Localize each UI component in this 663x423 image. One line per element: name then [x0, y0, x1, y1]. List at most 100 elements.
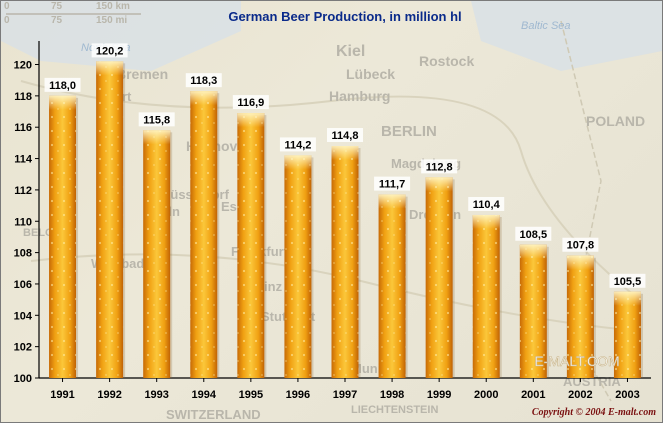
bar-bubbles: [566, 255, 594, 378]
bar-foam: [237, 113, 265, 128]
x-tick-label: 1995: [239, 389, 263, 401]
x-tick-label: 1998: [380, 389, 404, 401]
data-label: 120,2: [96, 45, 124, 57]
map-place-label: Hamburg: [329, 88, 390, 104]
scale-label: 0: [4, 15, 10, 26]
scale-label: 150 mi: [96, 15, 127, 26]
data-label: 105,5: [614, 276, 642, 288]
bar-bubbles: [190, 91, 218, 378]
data-label-bg: [515, 226, 552, 241]
data-label-bg: [327, 128, 363, 143]
bar-foam: [425, 177, 453, 192]
bar-foam: [190, 91, 218, 106]
data-label: 116,9: [237, 97, 264, 109]
map-place-label: POLAND: [586, 113, 645, 129]
bar-foam: [96, 61, 124, 76]
bar-bubbles: [519, 244, 547, 378]
x-tick-label: 2001: [521, 389, 545, 401]
x-tick-label: 1992: [97, 389, 121, 401]
x-tick-label: 1997: [333, 389, 357, 401]
x-tick-label: 1994: [192, 389, 217, 401]
copyright-text: Copyright © 2004 E-malt.com: [532, 407, 656, 418]
map-place-label: Kiel: [336, 43, 365, 60]
map-place-label: LIECHTENSTEIN: [351, 404, 438, 416]
y-tick-label: 114: [14, 154, 33, 166]
x-tick-label: 1996: [286, 389, 310, 401]
data-label-bg: [138, 112, 175, 127]
map-place-label: BERLIN: [381, 123, 437, 140]
data-label: 114,8: [332, 130, 359, 142]
x-tick-label: 1991: [50, 389, 74, 401]
map-scale: 0 75 150 km 0 75 150 mi: [4, 1, 141, 26]
x-tick-label: 1999: [427, 389, 451, 401]
data-label: 114,2: [284, 139, 311, 151]
map-place-label: Lübeck: [346, 66, 395, 82]
x-tick-label: 2000: [474, 389, 498, 401]
bar-foam: [519, 244, 547, 259]
map-place-label: Baltic Sea: [521, 20, 571, 32]
data-label-bg: [91, 43, 128, 58]
data-label: 110,4: [473, 199, 501, 211]
y-tick-label: 106: [14, 279, 32, 291]
bar-foam: [613, 291, 641, 306]
map-place-label: SWITZERLAND: [166, 407, 261, 422]
data-label: 111,7: [379, 179, 405, 191]
x-tick-label: 2003: [615, 389, 639, 401]
y-tick-label: 118: [14, 91, 32, 103]
bar-bubbles: [613, 291, 641, 378]
bar-bubbles: [49, 95, 77, 378]
data-label-bg: [562, 237, 599, 252]
x-tick-label: 1993: [144, 389, 168, 401]
y-tick-label: 104: [14, 310, 33, 322]
data-label: 118,3: [190, 75, 217, 87]
bar-bubbles: [96, 61, 124, 379]
data-label-bg: [374, 176, 411, 191]
data-label: 107,8: [567, 240, 595, 252]
x-axis-ticks: 1991 1992 1993 1994 1995 1996 1997 1998 1999 2000…: [50, 378, 640, 401]
data-label-bg: [232, 95, 269, 110]
bar-foam: [566, 255, 594, 270]
bars: [49, 61, 643, 379]
y-tick-label: 100: [14, 373, 32, 385]
bar-foam: [284, 155, 312, 170]
bar-bubbles: [425, 177, 453, 378]
data-label: 112,8: [426, 161, 453, 173]
y-tick-label: 112: [14, 185, 32, 197]
brand-watermark: E-MALT.COM: [534, 353, 619, 369]
data-label-bg: [44, 77, 81, 92]
x-tick-label: 2002: [568, 389, 592, 401]
scale-label: 75: [51, 15, 63, 26]
y-tick-label: 108: [14, 248, 32, 260]
y-tick-label: 116: [14, 122, 32, 134]
bar-bubbles: [331, 146, 359, 378]
bar-bubbles: [237, 113, 265, 378]
y-tick-label: 110: [14, 216, 32, 228]
map-background: [1, 1, 662, 402]
scale-label: 150 km: [96, 1, 130, 12]
data-label: 108,5: [520, 229, 548, 241]
bar-foam: [378, 194, 406, 209]
bar-bubbles: [284, 155, 312, 378]
scale-label: 0: [4, 1, 10, 12]
data-label-bg: [279, 137, 316, 152]
data-label: 118,0: [49, 80, 76, 92]
data-labels: 118,0 120,2 115,8 118,3 116,9 114,2 114,8 111,7…: [44, 43, 646, 288]
chart-title: German Beer Production, in million hl: [228, 9, 461, 24]
y-tick-label: 120: [14, 60, 32, 72]
bar-bubbles: [472, 214, 500, 378]
bar-bubbles: [143, 130, 171, 378]
y-tick-label: 102: [14, 342, 32, 354]
bar-foam: [331, 146, 359, 161]
map-place-label: Rostock: [419, 53, 474, 69]
map-place-label: Bremen: [116, 66, 168, 82]
bar-bubbles: [378, 194, 406, 378]
scale-label: 75: [51, 1, 63, 12]
data-label-bg: [609, 273, 646, 288]
y-axis-ticks: 100 102 104 106 108 110 112 114 116 118 120: [14, 60, 39, 385]
bar-foam: [49, 95, 77, 110]
bar-foam: [143, 130, 171, 145]
data-label-bg: [421, 159, 458, 174]
data-label-bg: [468, 196, 505, 211]
